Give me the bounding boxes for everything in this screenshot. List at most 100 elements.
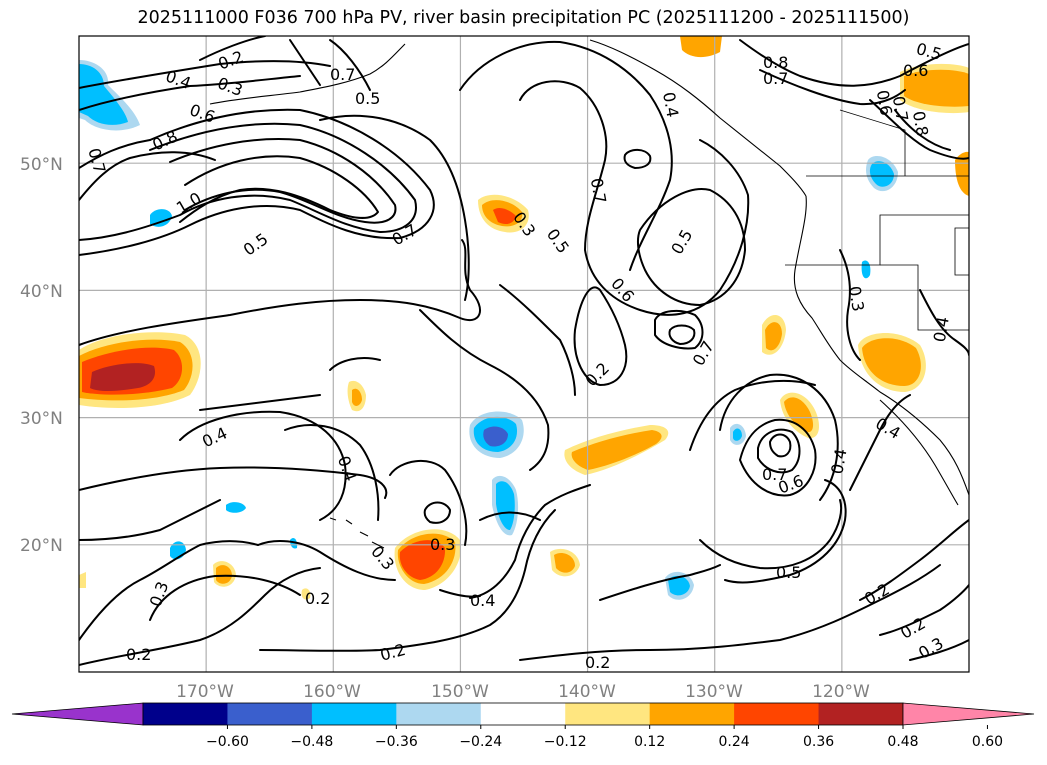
lon-label-160w: 160°W bbox=[303, 682, 361, 702]
colorbar-segment bbox=[227, 703, 313, 725]
colorbar-segments bbox=[11, 702, 1035, 726]
colorbar-segment bbox=[818, 703, 904, 725]
coast-alaska-panhandle bbox=[589, 39, 807, 197]
contour-label: 0.7 bbox=[762, 465, 787, 484]
colorbar-tick-label: −0.36 bbox=[375, 734, 418, 750]
shade-neg-51n-mid bbox=[869, 161, 894, 187]
border-state-1 bbox=[785, 214, 969, 266]
shade-pos-36n-mid bbox=[765, 322, 782, 351]
colorbar-extend-min bbox=[11, 702, 144, 726]
border-state-3 bbox=[954, 227, 969, 276]
contour-line bbox=[689, 379, 816, 451]
shade-neg-29n-b-mid bbox=[733, 428, 742, 441]
contour-line bbox=[668, 324, 696, 345]
contour-label: 0.7 bbox=[763, 69, 788, 88]
contour-line bbox=[519, 564, 941, 661]
contour-line bbox=[79, 151, 216, 201]
shade-pos-edge bbox=[79, 572, 86, 588]
precipitation-shading bbox=[79, 36, 969, 600]
contour-line bbox=[757, 428, 801, 474]
coast-alaska bbox=[209, 43, 406, 105]
contour-line bbox=[289, 39, 321, 86]
colorbar-tick-label: 0.24 bbox=[719, 734, 750, 750]
shade-neg-25n-mid bbox=[496, 481, 515, 530]
contour-line bbox=[719, 373, 839, 501]
contour-line bbox=[259, 509, 556, 652]
contour-line bbox=[199, 394, 321, 411]
shade-neg-20n-b bbox=[290, 537, 298, 549]
shade-pos-west-max bbox=[90, 363, 156, 391]
colorbar-segment bbox=[565, 703, 651, 725]
lon-label-140w: 140°W bbox=[558, 682, 616, 702]
contour-line bbox=[724, 479, 847, 584]
colorbar-segment bbox=[143, 703, 228, 725]
contour-label: 0.4 bbox=[930, 315, 953, 343]
longitude-labels: 170°W 160°W 150°W 140°W 130°W 120°W bbox=[176, 682, 870, 702]
colorbar-segment bbox=[480, 703, 566, 725]
contour-line bbox=[894, 109, 951, 151]
contour-label: 0.6 bbox=[903, 61, 928, 80]
contour-line bbox=[79, 60, 331, 89]
contour-line bbox=[149, 574, 301, 621]
contour-line bbox=[469, 484, 591, 599]
contour-label: 0.7 bbox=[889, 95, 912, 123]
shade-pos-tiny bbox=[301, 588, 311, 600]
map-frame bbox=[78, 35, 970, 673]
shade-pos-32n-mid bbox=[352, 388, 362, 406]
contour-line bbox=[329, 39, 371, 91]
chart-title: 2025111000 F036 700 hPa PV, river basin … bbox=[137, 8, 910, 28]
shade-neg-22n bbox=[226, 502, 246, 513]
contour-line bbox=[79, 499, 221, 541]
contour-line bbox=[909, 639, 969, 661]
shade-neg-w bbox=[150, 209, 172, 227]
contour-line bbox=[623, 148, 652, 169]
contour-label: 0.8 bbox=[909, 110, 932, 138]
contour-line bbox=[636, 188, 746, 306]
contour-line bbox=[849, 394, 911, 491]
lat-label-30n: 30°N bbox=[20, 409, 63, 429]
contour-label: 0.4 bbox=[827, 447, 850, 475]
colorbar-segment bbox=[311, 703, 397, 725]
contour-line bbox=[699, 499, 843, 570]
contour-line bbox=[439, 589, 481, 598]
lon-label-170w: 170°W bbox=[176, 682, 234, 702]
shade-pos-35n-mid bbox=[862, 338, 921, 386]
contour-line bbox=[479, 511, 541, 521]
contour-label: 0.6 bbox=[873, 89, 896, 117]
shade-pos-19n-high bbox=[399, 540, 446, 580]
contour-line bbox=[179, 155, 379, 223]
contour-line bbox=[519, 80, 750, 316]
colorbar-segment bbox=[649, 703, 735, 725]
colorbar-tick-label: −0.48 bbox=[290, 734, 333, 750]
shade-pos-top bbox=[680, 36, 722, 58]
contour-label: 0.4 bbox=[470, 591, 495, 610]
contour-line bbox=[284, 424, 380, 521]
shade-neg-29n-high bbox=[483, 426, 508, 447]
lat-label-20n: 20°N bbox=[20, 536, 63, 556]
contour-line bbox=[79, 122, 417, 241]
contour-line bbox=[79, 567, 321, 666]
contour-label: 0.8 bbox=[763, 53, 788, 72]
lat-label-40n: 40°N bbox=[20, 282, 63, 302]
lon-label-120w: 120°W bbox=[812, 682, 870, 702]
contour-label: 0.5 bbox=[355, 89, 380, 108]
contour-line bbox=[79, 540, 259, 641]
colorbar-extend-max bbox=[902, 702, 1035, 726]
contour-line bbox=[654, 309, 704, 350]
lon-label-150w: 150°W bbox=[431, 682, 489, 702]
contour-line bbox=[329, 357, 381, 371]
contour-line bbox=[859, 519, 969, 601]
lon-label-130w: 130°W bbox=[685, 682, 743, 702]
colorbar-ticks: −0.60 −0.48 −0.36 −0.24 −0.12 0.12 0.24 0.36 0.4… bbox=[206, 725, 1003, 750]
contour-label: 0.4 bbox=[659, 91, 682, 119]
contour-line bbox=[389, 459, 468, 546]
lat-label-50n: 50°N bbox=[20, 155, 63, 175]
latitude-labels: 20°N 30°N 40°N 50°N bbox=[20, 155, 63, 556]
colorbar-tick-label: −0.60 bbox=[206, 734, 249, 750]
contour-line bbox=[79, 75, 301, 111]
graticule bbox=[79, 36, 969, 672]
colorbar-tick-label: 0.36 bbox=[803, 734, 834, 750]
contour-label: 0.7 bbox=[587, 177, 610, 205]
contour-line bbox=[79, 139, 151, 169]
